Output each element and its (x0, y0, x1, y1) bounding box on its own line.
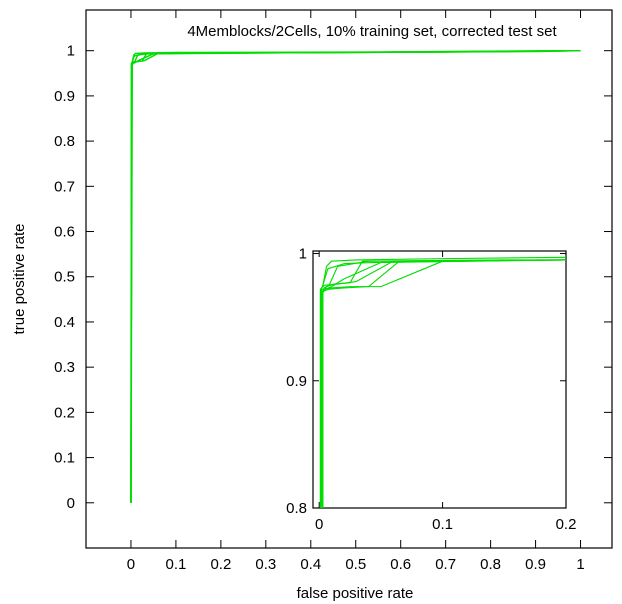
main-y-tick-label: 1 (67, 43, 75, 60)
main-x-tick-labels: 0 0.1 0.2 0.3 0.4 0.5 0.6 0.7 0.8 0.9 1 (127, 556, 585, 573)
main-ticks (86, 10, 612, 548)
main-x-tick-label: 0.4 (300, 556, 321, 573)
inset-series-line-8 (321, 259, 567, 508)
inset-series-lines (319, 256, 567, 508)
main-x-tick-label: 0.5 (345, 556, 366, 573)
main-plot-frame (85, 9, 613, 549)
main-x-tick-label: 0.6 (390, 556, 411, 573)
inset-y-tick-labels: 0.8 0.9 1 (286, 246, 307, 517)
main-x-tick-label: 0.2 (210, 556, 231, 573)
chart-title: 4Memblocks/2Cells, 10% training set, cor… (187, 23, 557, 40)
main-x-tick-label: 0.8 (480, 556, 501, 573)
main-series-line-6 (130, 49, 581, 503)
main-y-tick-label: 0.8 (54, 133, 75, 150)
inset-series-line-5 (319, 259, 567, 508)
inset-y-tick-label: 1 (299, 246, 307, 263)
main-y-tick-labels: 0 0.1 0.2 0.3 0.4 0.5 0.6 0.7 0.8 0.9 1 (54, 43, 75, 512)
main-y-tick-label: 0.2 (54, 404, 75, 421)
inset-plot-frame (312, 250, 567, 509)
inset-x-tick-label: 0 (315, 516, 323, 533)
inset-x-tick-labels: 0 0.1 0.2 (315, 516, 576, 533)
inset-y-tick-label: 0.8 (286, 500, 307, 517)
main-x-tick-label: 0.7 (435, 556, 456, 573)
main-x-tick-label: 0 (127, 556, 135, 573)
main-y-tick-label: 0 (67, 495, 75, 512)
main-y-tick-label: 0.9 (54, 88, 75, 105)
main-x-tick-label: 0.3 (255, 556, 276, 573)
main-y-tick-label: 0.6 (54, 224, 75, 241)
inset-y-tick-label: 0.9 (286, 373, 307, 390)
main-x-tick-label: 0.9 (525, 556, 546, 573)
inset-ticks (313, 251, 567, 509)
main-series-lines (130, 49, 581, 503)
main-x-tick-label: 1 (576, 556, 584, 573)
inset-x-tick-label: 0.1 (432, 516, 453, 533)
x-axis-label: false positive rate (297, 585, 414, 602)
inset-x-tick-label: 0.2 (556, 516, 577, 533)
main-y-tick-label: 0.4 (54, 314, 75, 331)
main-y-tick-label: 0.5 (54, 269, 75, 286)
main-y-tick-label: 0.3 (54, 359, 75, 376)
y-axis-label: true positive rate (11, 224, 28, 335)
main-x-tick-label: 0.1 (165, 556, 186, 573)
main-y-tick-label: 0.1 (54, 450, 75, 467)
main-y-tick-label: 0.7 (54, 178, 75, 195)
